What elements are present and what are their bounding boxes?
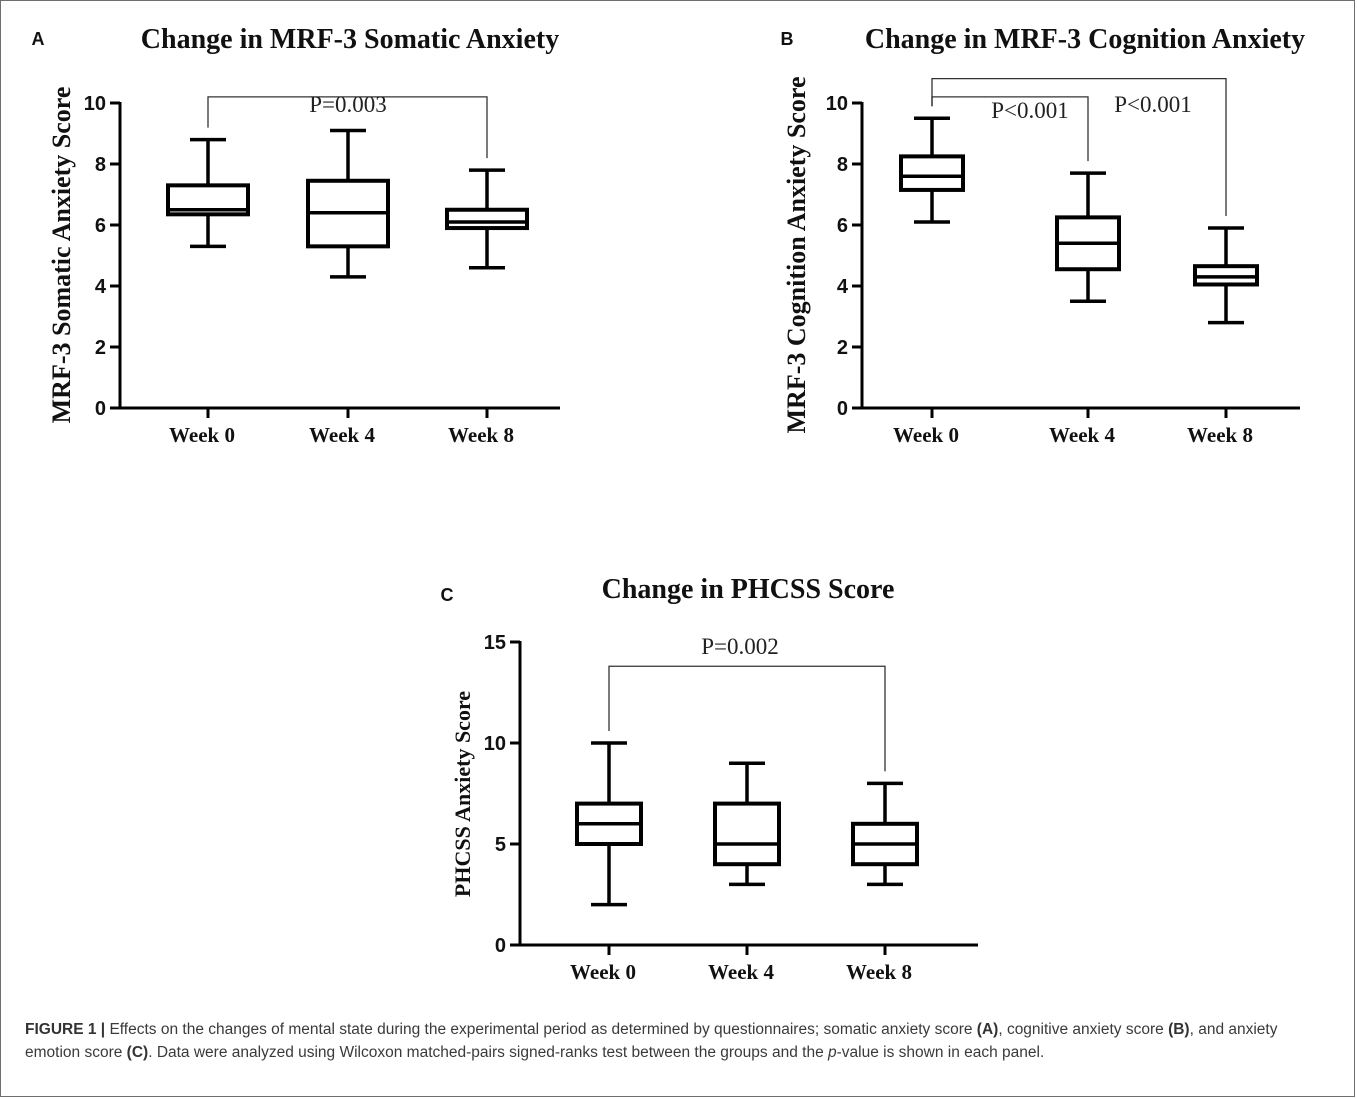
box-plot [1193, 226, 1259, 325]
box-plot [445, 168, 529, 270]
chart-title: Change in PHCSS Score [602, 574, 895, 605]
y-tick-label: 6 [837, 215, 848, 237]
significance-bracket: P=0.002 [608, 634, 886, 772]
y-tick-label: 4 [837, 276, 849, 298]
y-tick-label: 8 [837, 154, 848, 176]
iqr-box [899, 154, 965, 192]
x-tick-label: Week 8 [448, 423, 514, 447]
chart-panel-c: C Change in PHCSS Score PHCSS Anxiety Scor… [441, 574, 978, 984]
x-tick-label: Week 8 [846, 960, 912, 984]
caption-label: FIGURE 1 | [25, 1021, 106, 1038]
y-axis-label: PHCSS Anxiety Score [450, 691, 475, 897]
box-plot [713, 761, 781, 887]
iqr-box [713, 801, 781, 867]
x-tick-label: Week 8 [1187, 423, 1253, 447]
caption-text-2: , cognitive anxiety score [998, 1021, 1169, 1038]
y-tick-label: 10 [84, 93, 106, 115]
caption-text-4: . Data were analyzed using Wilcoxon matc… [148, 1044, 828, 1061]
significance-bracket: P<0.001 [931, 77, 1227, 217]
box-plot [1055, 171, 1121, 303]
caption-ref-b: (B) [1168, 1021, 1190, 1038]
panel-letter: B [781, 29, 794, 49]
significance-bracket: P<0.001 [931, 96, 1089, 162]
y-tick-label: 4 [95, 276, 107, 298]
caption-ref-a: (A) [976, 1021, 999, 1038]
y-tick-label: 6 [95, 215, 106, 237]
p-value-label: P<0.001 [1114, 92, 1192, 117]
figure-charts: A Change in MRF-3 Somatic Anxiety MRF-3 So… [32, 24, 1306, 984]
y-axis-label: MRF-3 Somatic Anxiety Score [47, 87, 76, 424]
bracket-line [608, 665, 886, 772]
x-tick-label: Week 0 [169, 423, 235, 447]
x-tick-label: Week 0 [570, 960, 636, 984]
significance-bracket: P=0.003 [207, 92, 488, 159]
bracket-line [931, 77, 1227, 217]
bracket-line [207, 96, 488, 159]
y-tick-label: 10 [484, 733, 506, 755]
iqr-box [445, 207, 529, 231]
caption-text-5: -value is shown in each panel. [836, 1044, 1045, 1061]
p-value-label: P<0.001 [991, 98, 1069, 123]
y-tick-label: 8 [95, 154, 106, 176]
caption-text-3: , and anxiety emotion score [25, 1021, 1278, 1061]
x-tick-label: Week 4 [1049, 423, 1115, 447]
p-value-label: P=0.002 [701, 634, 779, 659]
caption-ref-c: (C) [126, 1044, 149, 1061]
x-tick-label: Week 4 [708, 960, 774, 984]
caption-p-italic: p [828, 1044, 837, 1061]
y-axis-label: MRF-3 Cognition Anxiety Score [782, 77, 811, 434]
panel-letter: A [32, 29, 45, 49]
y-tick-label: 0 [95, 398, 106, 420]
y-tick-label: 15 [484, 632, 506, 654]
y-tick-label: 0 [837, 398, 848, 420]
y-tick-label: 5 [495, 834, 506, 856]
box-plot [851, 781, 919, 887]
y-tick-label: 2 [95, 337, 106, 359]
chart-panel-b: B Change in MRF-3 Cognition Anxiety MRF-3 … [781, 24, 1306, 447]
y-tick-label: 10 [826, 93, 848, 115]
y-tick-label: 2 [837, 337, 848, 359]
x-tick-label: Week 4 [309, 423, 375, 447]
x-tick-label: Week 0 [893, 423, 959, 447]
figure-caption: FIGURE 1 | Effects on the changes of men… [25, 1018, 1325, 1064]
box-plot [306, 128, 390, 279]
box-plot [899, 116, 965, 224]
p-value-label: P=0.003 [309, 92, 387, 117]
box-plot [575, 741, 643, 907]
y-tick-label: 0 [495, 935, 506, 957]
box-plot [166, 137, 250, 249]
caption-text-1: Effects on the changes of mental state d… [105, 1021, 977, 1038]
panel-letter: C [441, 585, 454, 605]
chart-panel-a: A Change in MRF-3 Somatic Anxiety MRF-3 So… [32, 24, 560, 447]
chart-title: Change in MRF-3 Somatic Anxiety [141, 24, 559, 55]
chart-title: Change in MRF-3 Cognition Anxiety [865, 24, 1305, 55]
